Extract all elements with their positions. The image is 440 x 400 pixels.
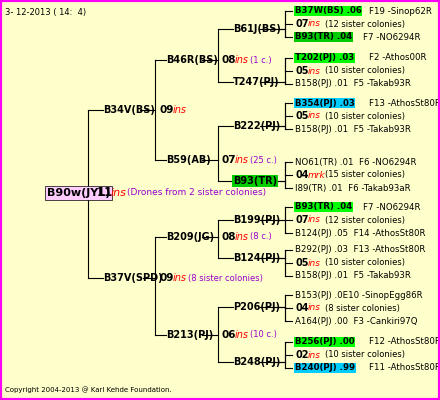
Text: (10 c.): (10 c.) <box>250 330 277 340</box>
Text: (1 c.): (1 c.) <box>250 56 271 64</box>
Text: ins: ins <box>173 273 187 283</box>
Text: B354(PJ) .03: B354(PJ) .03 <box>295 98 355 108</box>
Text: B93(TR): B93(TR) <box>233 176 277 186</box>
Text: ins: ins <box>308 258 321 268</box>
Text: 02: 02 <box>295 350 308 360</box>
Text: 04: 04 <box>295 170 308 180</box>
Text: ins: ins <box>173 105 187 115</box>
Text: 11: 11 <box>97 186 113 200</box>
Text: Copyright 2004-2013 @ Karl Kehde Foundation.: Copyright 2004-2013 @ Karl Kehde Foundat… <box>5 386 172 393</box>
Text: (15 sister colonies): (15 sister colonies) <box>325 170 405 180</box>
Text: F2 -Athos00R: F2 -Athos00R <box>369 54 426 62</box>
Text: B124(PJ) .05  F14 -AthosSt80R: B124(PJ) .05 F14 -AthosSt80R <box>295 228 425 238</box>
Text: (10 sister colonies): (10 sister colonies) <box>325 66 405 76</box>
Text: ins: ins <box>235 330 249 340</box>
Text: ins: ins <box>111 188 127 198</box>
Text: B124(PJ): B124(PJ) <box>233 253 280 263</box>
Text: 04: 04 <box>295 303 308 313</box>
Text: (25 c.): (25 c.) <box>250 156 277 164</box>
Text: (10 sister colonies): (10 sister colonies) <box>325 112 405 120</box>
Text: B292(PJ) .03  F13 -AthosSt80R: B292(PJ) .03 F13 -AthosSt80R <box>295 246 425 254</box>
Text: 06: 06 <box>222 330 237 340</box>
Text: B158(PJ) .01  F5 -Takab93R: B158(PJ) .01 F5 -Takab93R <box>295 124 411 134</box>
Text: (12 sister colonies): (12 sister colonies) <box>325 216 405 224</box>
Text: (Drones from 2 sister colonies): (Drones from 2 sister colonies) <box>127 188 266 198</box>
Text: B93(TR) .04: B93(TR) .04 <box>295 202 352 212</box>
Text: 07: 07 <box>222 155 237 165</box>
Text: (8 sister colonies): (8 sister colonies) <box>188 274 263 282</box>
Text: 08: 08 <box>222 55 237 65</box>
Text: ins: ins <box>235 232 249 242</box>
Text: F19 -Sinop62R: F19 -Sinop62R <box>369 6 432 16</box>
Text: (8 c.): (8 c.) <box>250 232 272 242</box>
Text: B153(PJ) .0E10 -SinopEgg86R: B153(PJ) .0E10 -SinopEgg86R <box>295 290 423 300</box>
Text: B61J(BS): B61J(BS) <box>233 24 281 34</box>
Text: F11 -AthosSt80R: F11 -AthosSt80R <box>369 364 440 372</box>
Text: mrk: mrk <box>308 170 326 180</box>
Text: ins: ins <box>235 55 249 65</box>
Text: P206(PJ): P206(PJ) <box>233 302 280 312</box>
Text: ins: ins <box>235 155 249 165</box>
Text: (12 sister colonies): (12 sister colonies) <box>325 20 405 28</box>
Text: F12 -AthosSt80R: F12 -AthosSt80R <box>369 338 440 346</box>
Text: ins: ins <box>308 66 321 76</box>
Text: F7 -NO6294R: F7 -NO6294R <box>363 32 420 42</box>
Text: B93(TR) .04: B93(TR) .04 <box>295 32 352 42</box>
Text: B209(JG): B209(JG) <box>166 232 214 242</box>
Text: F13 -AthosSt80R: F13 -AthosSt80R <box>369 98 440 108</box>
Text: B46R(BS): B46R(BS) <box>166 55 218 65</box>
Text: B256(PJ) .00: B256(PJ) .00 <box>295 338 355 346</box>
Text: ins: ins <box>308 350 321 360</box>
Text: 07: 07 <box>295 215 308 225</box>
Text: B158(PJ) .01  F5 -Takab93R: B158(PJ) .01 F5 -Takab93R <box>295 80 411 88</box>
Text: 07: 07 <box>295 19 308 29</box>
Text: B90w(JYL): B90w(JYL) <box>47 188 110 198</box>
Text: B248(PJ): B248(PJ) <box>233 357 280 367</box>
Text: B222(PJ): B222(PJ) <box>233 121 280 131</box>
Text: A164(PJ) .00  F3 -Cankiri97Q: A164(PJ) .00 F3 -Cankiri97Q <box>295 316 418 326</box>
Text: (10 sister colonies): (10 sister colonies) <box>325 350 405 360</box>
Text: 3- 12-2013 ( 14:  4): 3- 12-2013 ( 14: 4) <box>5 8 86 17</box>
Text: B158(PJ) .01  F5 -Takab93R: B158(PJ) .01 F5 -Takab93R <box>295 272 411 280</box>
Text: B34V(BS): B34V(BS) <box>103 105 155 115</box>
Text: B37V(SPD): B37V(SPD) <box>103 273 163 283</box>
Text: T247(PJ): T247(PJ) <box>233 77 280 87</box>
Text: I89(TR) .01  F6 -Takab93aR: I89(TR) .01 F6 -Takab93aR <box>295 184 411 192</box>
Text: B213(PJ): B213(PJ) <box>166 330 213 340</box>
Text: T202(PJ) .03: T202(PJ) .03 <box>295 54 354 62</box>
Text: B240(PJ) .99: B240(PJ) .99 <box>295 364 355 372</box>
Text: 05: 05 <box>295 111 308 121</box>
Text: 09: 09 <box>160 105 174 115</box>
Text: ins: ins <box>308 20 321 28</box>
Text: (8 sister colonies): (8 sister colonies) <box>325 304 400 312</box>
Text: B37W(BS) .06: B37W(BS) .06 <box>295 6 362 16</box>
Text: 09: 09 <box>160 273 174 283</box>
Text: NO61(TR) .01  F6 -NO6294R: NO61(TR) .01 F6 -NO6294R <box>295 158 417 166</box>
Text: ins: ins <box>308 216 321 224</box>
Text: F7 -NO6294R: F7 -NO6294R <box>363 202 420 212</box>
Text: 05: 05 <box>295 258 308 268</box>
Text: ins: ins <box>308 304 321 312</box>
Text: ins: ins <box>308 112 321 120</box>
Text: 08: 08 <box>222 232 237 242</box>
Text: B59(AB): B59(AB) <box>166 155 211 165</box>
Text: 05: 05 <box>295 66 308 76</box>
Text: B199(PJ): B199(PJ) <box>233 215 280 225</box>
Text: (10 sister colonies): (10 sister colonies) <box>325 258 405 268</box>
